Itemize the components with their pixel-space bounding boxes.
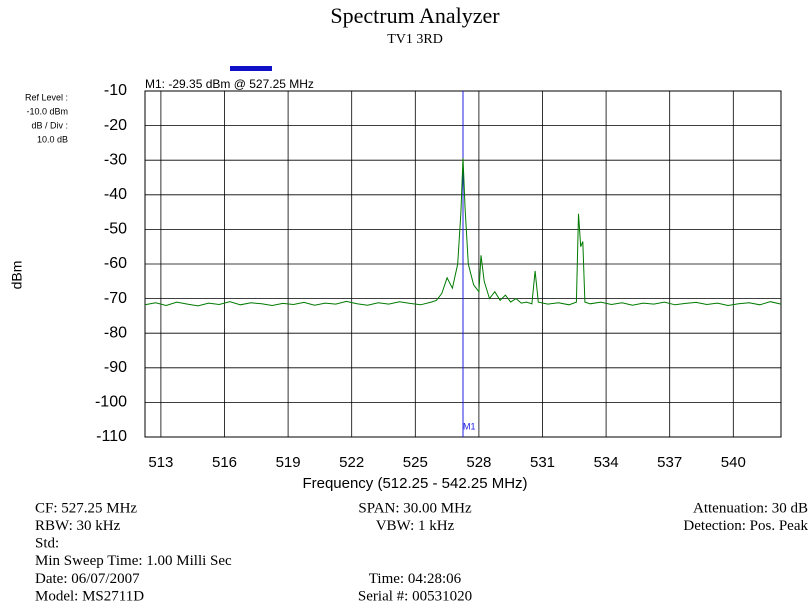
y-tick-label: -40	[104, 186, 127, 203]
footer-text: Model: MS2711D	[35, 588, 144, 604]
y-tick-label: -110	[96, 428, 127, 445]
trace	[144, 157, 782, 307]
footer-text: Time: 04:28:06	[369, 571, 462, 587]
y-axis-label: dBm	[9, 261, 25, 290]
y-tick-label: -100	[95, 394, 127, 411]
info-text: dB / Div :	[31, 120, 68, 130]
marker-label: M1	[463, 421, 476, 431]
x-tick-label: 537	[657, 454, 682, 471]
marker-annotation: M1: -29.35 dBm @ 527.25 MHz	[145, 77, 314, 91]
x-tick-label: 516	[212, 454, 237, 471]
x-axis-label: Frequency (512.25 - 542.25 MHz)	[302, 475, 527, 492]
y-tick-label: -60	[104, 255, 127, 272]
footer-text: RBW: 30 kHz	[35, 518, 121, 534]
chart-title: Spectrum Analyzer	[330, 3, 500, 28]
footer-text: CF: 527.25 MHz	[35, 500, 137, 516]
y-tick-label: -20	[104, 117, 127, 134]
info-text: Ref Level :	[25, 92, 68, 102]
footer-text: Serial #: 00531020	[358, 588, 472, 604]
footer-text: Attenuation: 30 dB	[693, 500, 808, 516]
y-tick-label: -70	[104, 290, 127, 307]
y-tick-label: -90	[104, 359, 127, 376]
info-text: -10.0 dBm	[26, 106, 68, 116]
info-text: 10.0 dB	[37, 134, 68, 144]
x-tick-label: 528	[466, 454, 491, 471]
footer-text: Min Sweep Time: 1.00 Milli Sec	[35, 553, 232, 569]
footer-text: VBW: 1 kHz	[376, 518, 455, 534]
x-tick-label: 531	[530, 454, 555, 471]
x-tick-label: 525	[403, 454, 428, 471]
footer-text: Std:	[35, 536, 59, 552]
x-tick-label: 522	[339, 454, 364, 471]
y-tick-label: -80	[104, 324, 127, 341]
y-tick-label: -50	[104, 221, 127, 238]
footer-text: SPAN: 30.00 MHz	[358, 500, 472, 516]
x-tick-label: 513	[148, 454, 173, 471]
x-tick-label: 540	[721, 454, 746, 471]
marker-bar	[230, 66, 272, 71]
footer-text: Detection: Pos. Peak	[683, 518, 808, 534]
info: Ref Level : -10.0 dBm dB / Div : 10.0 dB	[25, 92, 68, 144]
y-tick-label: -10	[104, 82, 127, 99]
footer-text: Date: 06/07/2007	[35, 571, 140, 587]
x-tick-label: 519	[276, 454, 301, 471]
y-tick-label: -30	[104, 151, 127, 168]
chart-subtitle: TV1 3RD	[387, 32, 443, 47]
x-tick-label: 534	[594, 454, 619, 471]
